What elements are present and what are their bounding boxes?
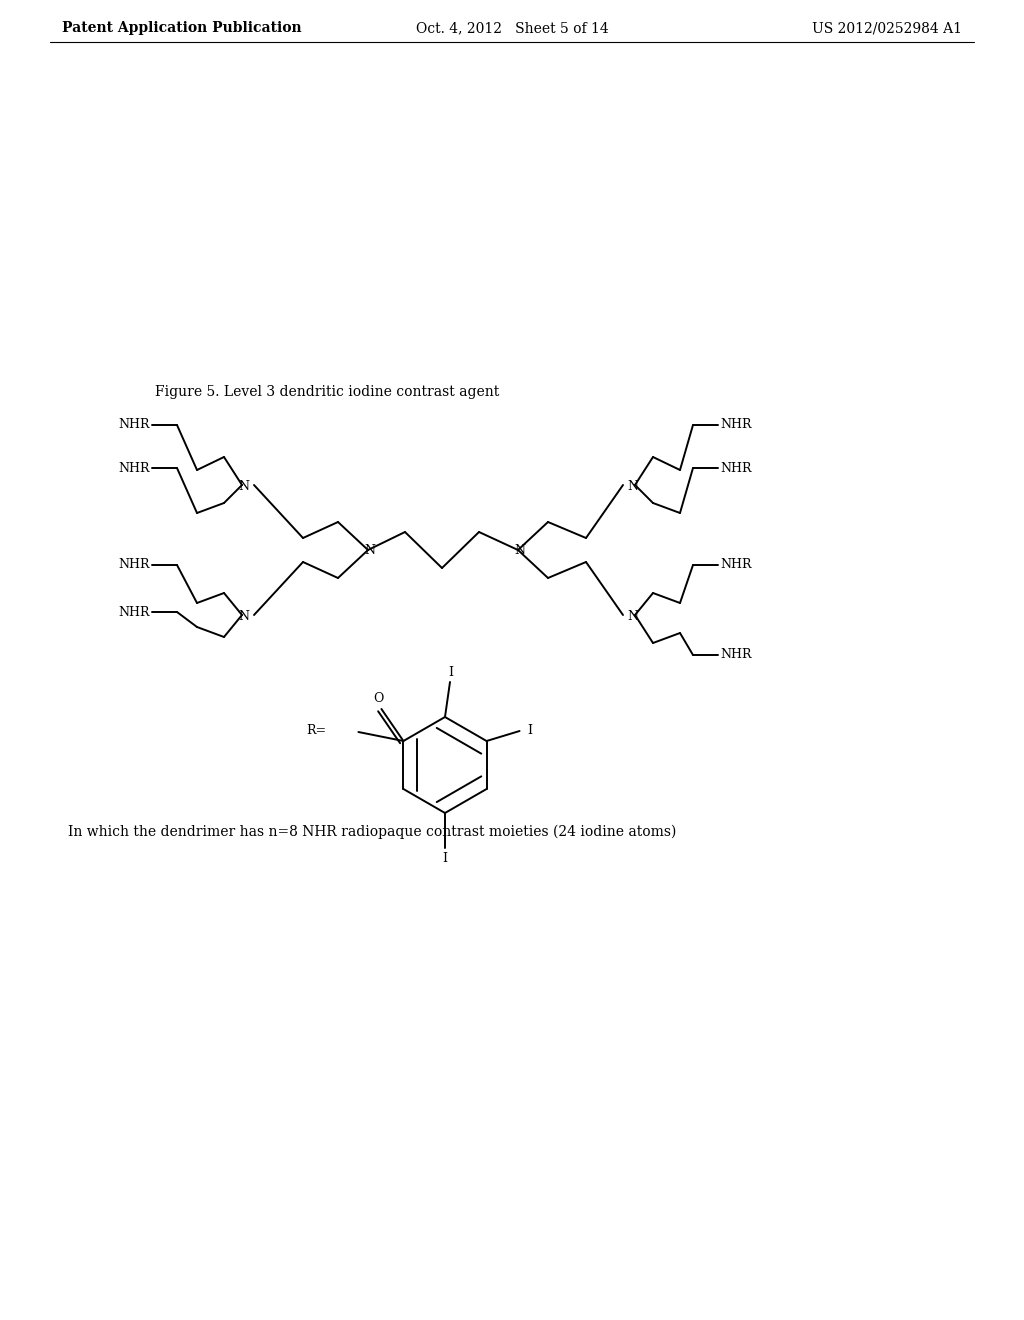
Text: NHR: NHR — [119, 418, 150, 432]
Text: N: N — [365, 544, 376, 557]
Text: Figure 5. Level 3 dendritic iodine contrast agent: Figure 5. Level 3 dendritic iodine contr… — [155, 385, 500, 399]
Text: O: O — [373, 692, 384, 705]
Text: NHR: NHR — [720, 462, 752, 474]
Text: NHR: NHR — [720, 558, 752, 572]
Text: In which the dendrimer has n=8 NHR radiopaque contrast moieties (24 iodine atoms: In which the dendrimer has n=8 NHR radio… — [68, 825, 677, 840]
Text: Patent Application Publication: Patent Application Publication — [62, 21, 302, 36]
Text: N: N — [628, 610, 639, 623]
Text: I: I — [449, 665, 454, 678]
Text: NHR: NHR — [720, 648, 752, 661]
Text: N: N — [239, 479, 250, 492]
Text: NHR: NHR — [119, 606, 150, 619]
Text: I: I — [527, 725, 532, 738]
Text: NHR: NHR — [119, 462, 150, 474]
Text: US 2012/0252984 A1: US 2012/0252984 A1 — [812, 21, 962, 36]
Text: Oct. 4, 2012   Sheet 5 of 14: Oct. 4, 2012 Sheet 5 of 14 — [416, 21, 608, 36]
Text: NHR: NHR — [119, 558, 150, 572]
Text: I: I — [442, 851, 447, 865]
Text: NHR: NHR — [720, 418, 752, 432]
Text: N: N — [628, 479, 639, 492]
Text: R=: R= — [306, 723, 327, 737]
Text: N: N — [239, 610, 250, 623]
Text: N: N — [514, 544, 525, 557]
